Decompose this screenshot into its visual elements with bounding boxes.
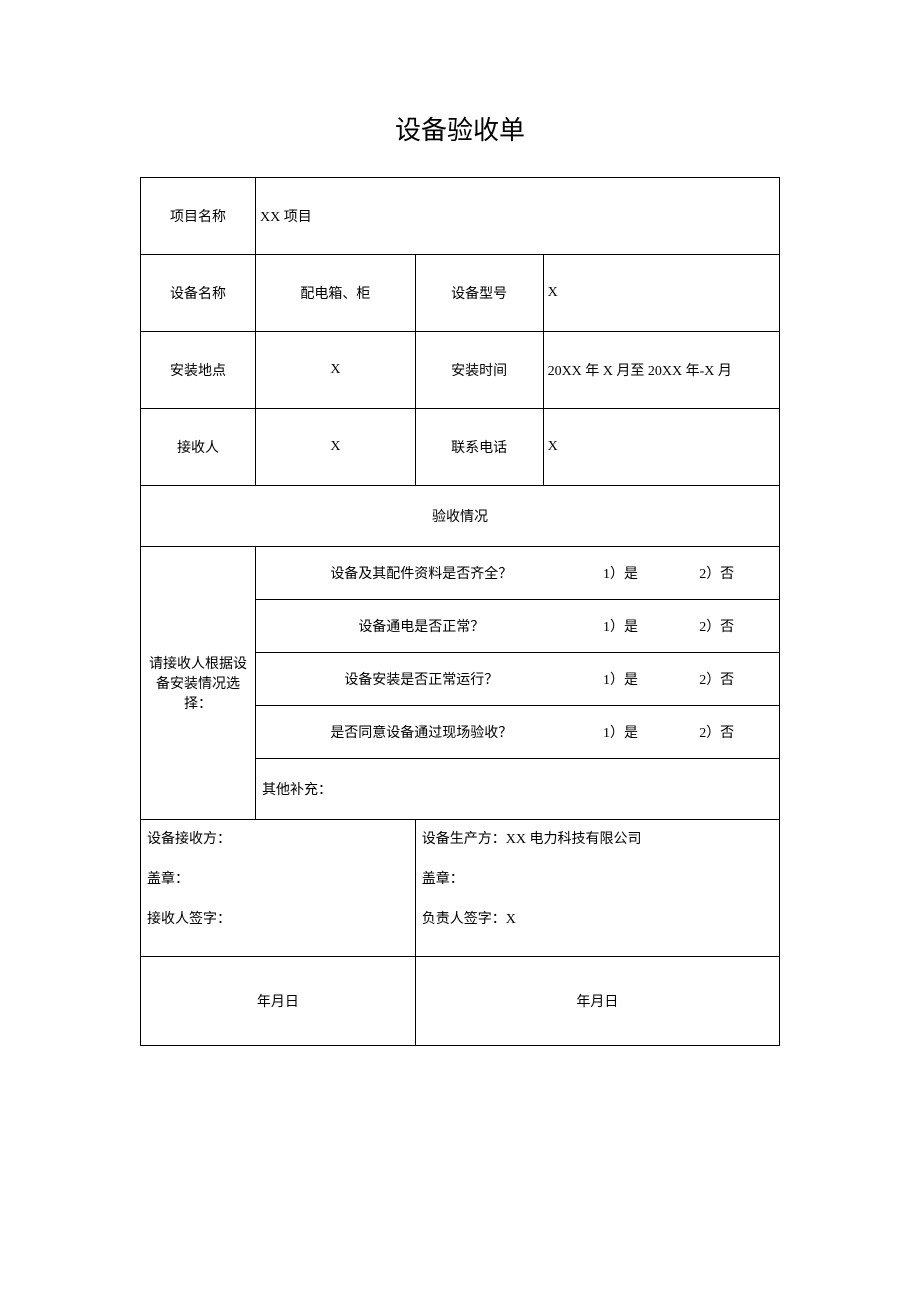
receiver-label: 接收人 [141,409,256,486]
question-text: 是否同意设备通过现场验收？ [272,722,571,742]
option-yes: 1）是 [574,669,667,689]
producer-party-block: 设备生产方：XX 电力科技有限公司 盖章： 负责人签字：X [415,820,779,957]
equipment-model-label: 设备型号 [415,255,543,332]
instruction-label: 请接收人根据设备安装情况选择： [141,547,256,820]
producer-party-label: 设备生产方： [422,832,506,847]
receiver-party-block: 设备接收方： 盖章： 接收人签字： [141,820,416,957]
install-time-label: 安装时间 [415,332,543,409]
option-yes: 1）是 [574,722,667,742]
table-row: 项目名称 XX 项目 [141,178,780,255]
receiver-date: 年月日 [141,957,416,1046]
table-row: 年月日 年月日 [141,957,780,1046]
phone-label: 联系电话 [415,409,543,486]
table-row: 设备名称 配电箱、柜 设备型号 X [141,255,780,332]
question-2: 设备通电是否正常？ 1）是 2）否 [256,600,780,653]
option-yes: 1）是 [574,616,667,636]
acceptance-form-table: 项目名称 XX 项目 设备名称 配电箱、柜 设备型号 X 安装地点 X 安装时间… [140,177,780,1046]
question-1: 设备及其配件资料是否齐全？ 1）是 2）否 [256,547,780,600]
responsible-sign-label: 负责人签字： [422,912,506,927]
table-row: 安装地点 X 安装时间 20XX 年 X 月至 20XX 年-X 月 [141,332,780,409]
option-no: 2）否 [670,669,763,689]
acceptance-status-header: 验收情况 [141,486,780,547]
table-row: 设备接收方： 盖章： 接收人签字： 设备生产方：XX 电力科技有限公司 盖章： … [141,820,780,957]
question-text: 设备通电是否正常？ [272,616,571,636]
project-name-label: 项目名称 [141,178,256,255]
project-name-value: XX 项目 [256,178,780,255]
responsible-person-value: X [506,912,516,927]
document-title: 设备验收单 [140,110,780,147]
table-row: 验收情况 [141,486,780,547]
question-text: 设备及其配件资料是否齐全？ [272,563,571,583]
question-text: 设备安装是否正常运行？ [272,669,571,689]
option-yes: 1）是 [574,563,667,583]
equipment-model-value: X [543,255,779,332]
table-row: 请接收人根据设备安装情况选择： 设备及其配件资料是否齐全？ 1）是 2）否 [141,547,780,600]
install-location-label: 安装地点 [141,332,256,409]
stamp-label: 盖章： [422,872,464,887]
stamp-label: 盖章： [147,872,189,887]
receiver-sign-label: 接收人签字： [147,912,231,927]
question-4: 是否同意设备通过现场验收？ 1）是 2）否 [256,706,780,759]
phone-value: X [543,409,779,486]
producer-company-value: XX 电力科技有限公司 [506,832,642,847]
table-row: 接收人 X 联系电话 X [141,409,780,486]
install-time-value: 20XX 年 X 月至 20XX 年-X 月 [543,332,779,409]
option-no: 2）否 [670,563,763,583]
question-3: 设备安装是否正常运行？ 1）是 2）否 [256,653,780,706]
supplement-label: 其他补充： [256,759,780,820]
equipment-name-value: 配电箱、柜 [256,255,416,332]
option-no: 2）否 [670,722,763,742]
producer-date: 年月日 [415,957,779,1046]
document-page: 设备验收单 项目名称 XX 项目 设备名称 配电箱、柜 设备型号 X 安装地点 … [0,0,920,1046]
receiver-value: X [256,409,416,486]
install-location-value: X [256,332,416,409]
receiver-party-label: 设备接收方： [147,832,231,847]
equipment-name-label: 设备名称 [141,255,256,332]
option-no: 2）否 [670,616,763,636]
